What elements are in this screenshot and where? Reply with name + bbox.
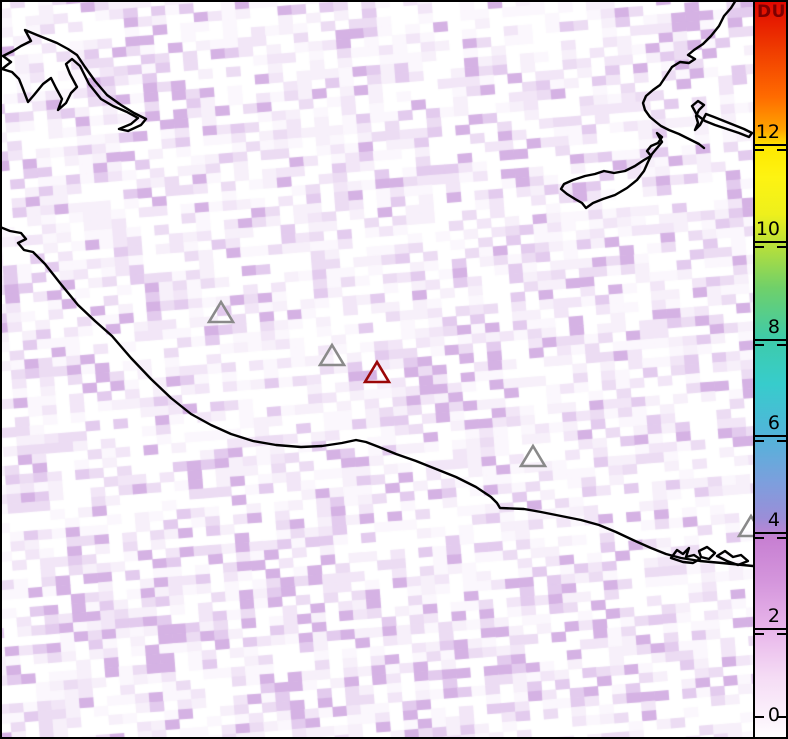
volcano-marker — [206, 299, 236, 324]
colorbar-tick-dash — [777, 633, 786, 635]
pixel-mosaic-layer — [0, 0, 753, 739]
map-area — [0, 0, 753, 739]
colorbar-tick-dash — [755, 149, 764, 151]
colorbar-gradient — [753, 0, 788, 739]
colorbar-tick-dash — [777, 537, 786, 539]
volcano-marker — [518, 443, 548, 468]
colorbar-tick-dash — [755, 440, 764, 442]
colorbar-tick-label: 10 — [755, 218, 780, 240]
colorbar-tick-line — [753, 532, 788, 534]
colorbar-unit-label: DU — [757, 2, 786, 22]
colorbar-tick-dash — [755, 716, 764, 718]
colorbar-tick-dash — [777, 149, 786, 151]
colorbar-tick-line — [753, 435, 788, 437]
coastline-path — [690, 99, 753, 139]
colorbar-tick-line — [753, 144, 788, 146]
coastline-path — [715, 549, 750, 567]
coastline-layer — [0, 0, 753, 568]
volcano-marker — [362, 359, 392, 384]
coastline-path — [559, 131, 664, 210]
coastline-path — [697, 545, 717, 561]
colorbar-tick-label: 2 — [767, 605, 780, 627]
volcano-marker-layer — [206, 299, 753, 538]
colorbar-tick-dash — [777, 344, 786, 346]
volcano-marker — [736, 513, 753, 538]
colorbar-tick-line — [753, 241, 788, 243]
colorbar: DU 12 10 8 6 4 2 0 — [753, 0, 788, 739]
colorbar-tick-dash — [755, 246, 764, 248]
colorbar-tick-label: 8 — [767, 316, 780, 338]
coastline-path — [0, 225, 753, 568]
coastline-path — [669, 546, 702, 565]
coastline-path — [0, 28, 148, 133]
colorbar-tick-dash — [755, 344, 764, 346]
colorbar-tick-label: 0 — [767, 704, 780, 726]
colorbar-tick-dash — [777, 716, 786, 718]
colorbar-tick-dash — [777, 440, 786, 442]
colorbar-tick-dash — [755, 633, 764, 635]
colorbar-tick-label: 4 — [767, 509, 780, 531]
volcano-marker — [317, 342, 347, 367]
colorbar-tick-dash — [777, 246, 786, 248]
colorbar-tick-label: 12 — [755, 121, 780, 143]
colorbar-tick-line — [753, 628, 788, 630]
colorbar-tick-dash — [755, 537, 764, 539]
colorbar-tick-label: 6 — [767, 412, 780, 434]
coastline-path — [641, 0, 738, 150]
colorbar-tick-line — [753, 339, 788, 341]
